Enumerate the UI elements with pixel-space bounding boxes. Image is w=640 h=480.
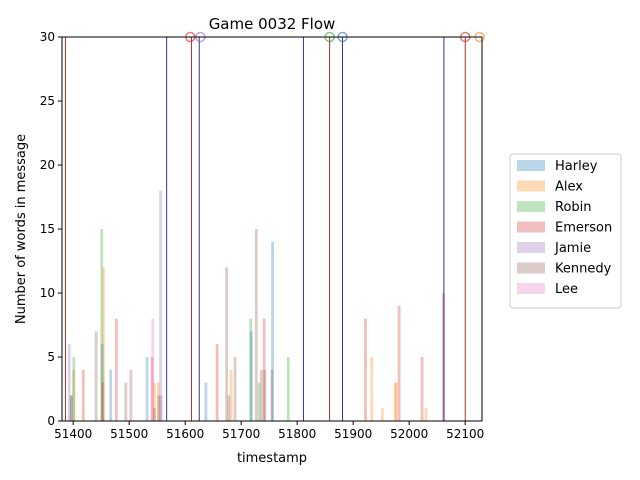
y-tick-label-15: 15	[40, 222, 55, 236]
bar-kennedy-10	[259, 369, 263, 421]
bar-kennedy-9	[254, 229, 258, 421]
y-tick-label-20: 20	[40, 158, 55, 172]
legend-swatch-alex	[517, 180, 545, 192]
legend-label-lee: Lee	[555, 282, 578, 297]
y-tick-label-5: 5	[47, 350, 55, 364]
y-axis-label: Number of words in message	[14, 134, 29, 324]
bar-alex-4	[229, 369, 233, 421]
bar-emerson-0	[81, 369, 85, 421]
y-tick-label-0: 0	[47, 414, 55, 428]
bar-emerson-8	[420, 357, 424, 421]
bar-kennedy-3	[124, 382, 128, 421]
bar-harley-5	[249, 331, 253, 421]
bar-robin-4	[257, 382, 261, 421]
y-tick-label-10: 10	[40, 286, 55, 300]
chart-title: Game 0032 Flow	[209, 15, 336, 33]
bar-alex-2	[153, 382, 156, 421]
bar-emerson-6	[364, 318, 367, 421]
bar-jamie-1	[159, 190, 162, 421]
legend-label-kennedy: Kennedy	[555, 262, 612, 277]
x-tick-label-52100: 52100	[446, 427, 484, 441]
bar-harley-6	[271, 241, 274, 421]
bar-alex-5	[370, 357, 374, 421]
bar-kennedy-5	[157, 395, 161, 421]
bar-harley-2	[109, 369, 113, 421]
bar-alex-3	[156, 382, 160, 421]
x-tick-label-51800: 51800	[278, 427, 316, 441]
x-tick-label-51600: 51600	[166, 427, 204, 441]
plot-area	[64, 31, 486, 421]
bar-robin-3	[286, 357, 290, 421]
bar-alex-9	[424, 408, 428, 421]
x-tick-label-51500: 51500	[110, 427, 148, 441]
bar-emerson-1	[101, 382, 105, 421]
bar-robin-2	[249, 318, 253, 421]
vertical-lines-group	[64, 37, 466, 421]
legend: Harley Alex Robin Emerson Jamie Kennedy Lee	[509, 153, 622, 309]
x-axis: 51400 51500 51600 51700 51800 51900 52000 52100	[54, 421, 484, 441]
y-tick-label-30: 30	[40, 30, 55, 44]
legend-frame	[509, 153, 622, 309]
bar-kennedy-11	[263, 369, 267, 421]
x-axis-label: timestamp	[237, 451, 307, 466]
bar-alex-8	[394, 382, 398, 421]
legend-label-harley: Harley	[555, 159, 598, 174]
legend-swatch-emerson	[517, 221, 545, 233]
bar-jamie-0	[67, 344, 71, 421]
bar-alex-1	[102, 267, 105, 421]
bar-emerson-2	[114, 318, 118, 421]
bar-kennedy-4	[153, 408, 156, 421]
bar-harley-0	[69, 395, 73, 421]
bar-harley-4	[204, 382, 208, 421]
bar-kennedy-2	[129, 369, 133, 421]
x-tick-label-51400: 51400	[54, 427, 92, 441]
bar-robin-0	[72, 357, 76, 421]
bar-harley-3	[145, 357, 149, 421]
legend-label-alex: Alex	[555, 180, 583, 195]
bar-kennedy-8	[233, 357, 237, 421]
legend-swatch-lee	[517, 283, 545, 294]
legend-swatch-robin	[517, 201, 545, 212]
legend-swatch-kennedy	[517, 262, 545, 274]
bar-kennedy-7	[227, 395, 231, 421]
bar-lee-0	[151, 318, 155, 421]
legend-swatch-jamie	[517, 242, 545, 253]
bar-emerson-4	[215, 344, 219, 421]
bar-emerson-5	[262, 318, 266, 421]
x-tick-label-52000: 52000	[390, 427, 428, 441]
bars-group	[67, 190, 445, 421]
legend-swatch-harley	[517, 160, 545, 171]
bar-alex-0	[72, 369, 76, 421]
y-tick-label-25: 25	[40, 94, 55, 108]
bar-kennedy-1	[94, 331, 98, 421]
bar-alex-6	[380, 408, 384, 421]
bar-kennedy-0	[70, 395, 73, 421]
bar-emerson-3	[150, 357, 154, 421]
bar-emerson-9	[441, 293, 445, 421]
legend-label-emerson: Emerson	[555, 221, 612, 236]
bar-harley-1	[100, 344, 104, 421]
bar-emerson-7	[397, 305, 401, 421]
bar-robin-1	[100, 229, 104, 421]
y-axis: 0 5 10 15 20 25 30	[40, 30, 62, 428]
bar-kennedy-12	[270, 369, 274, 421]
legend-label-jamie: Jamie	[554, 241, 591, 256]
bar-jamie-2	[159, 395, 163, 421]
bar-alex-7	[393, 382, 397, 421]
bar-kennedy-6	[225, 267, 229, 421]
x-tick-label-51700: 51700	[222, 427, 260, 441]
legend-label-robin: Robin	[555, 200, 592, 215]
x-tick-label-51900: 51900	[334, 427, 372, 441]
